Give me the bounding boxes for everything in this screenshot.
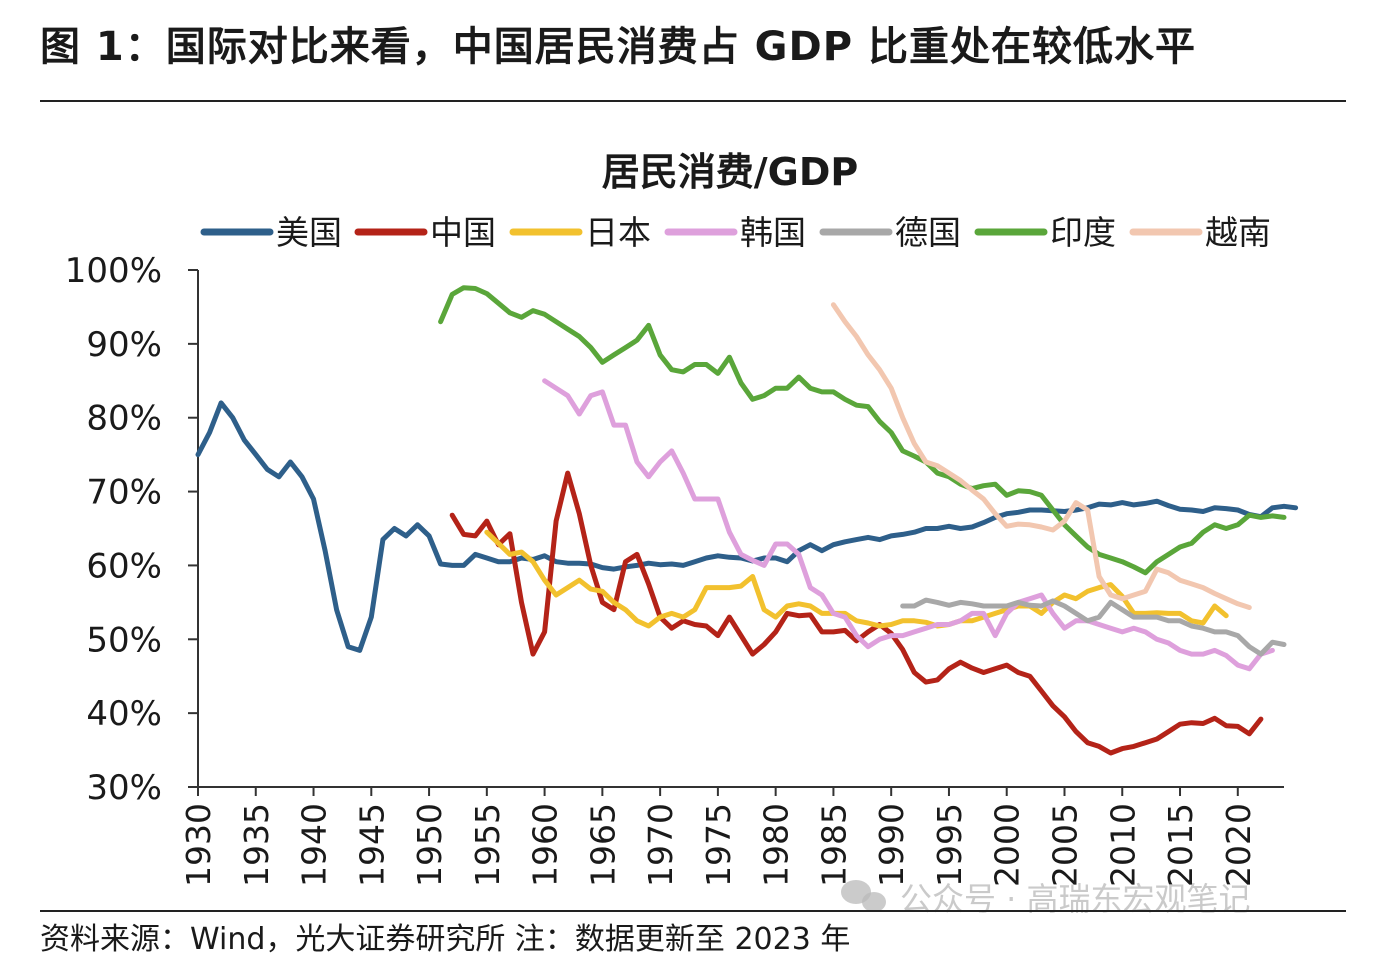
y-tick-label: 100% xyxy=(65,251,162,291)
y-tick-label: 90% xyxy=(86,325,162,365)
x-tick-label: 1930 xyxy=(179,803,218,887)
figure-title: 图 1：国际对比来看，中国居民消费占 GDP 比重处在较低水平 xyxy=(40,24,1196,70)
legend-label-日本: 日本 xyxy=(585,213,651,252)
title-divider xyxy=(40,100,1346,102)
x-tick-label: 1985 xyxy=(814,803,853,887)
legend-label-德国: 德国 xyxy=(895,213,961,252)
footer-divider xyxy=(40,910,1346,912)
y-axis: 30% 40% 50% 60% 70% 80% 90% 100% xyxy=(65,251,199,808)
x-tick-label: 1945 xyxy=(352,803,391,887)
y-tick-label: 30% xyxy=(86,768,162,808)
x-tick-label: 1940 xyxy=(295,803,334,887)
legend-label-美国: 美国 xyxy=(276,213,342,252)
legend-label-印度: 印度 xyxy=(1050,213,1116,252)
chart-title: 居民消费/GDP xyxy=(602,150,858,194)
x-axis: 1930 1935 1940 1945 1950 1955 1960 1965 1970 1975… xyxy=(179,786,1284,887)
x-tick-label: 2010 xyxy=(1103,803,1142,887)
y-tick-label: 50% xyxy=(86,620,162,660)
source-note: 资料来源：Wind，光大证券研究所 注：数据更新至 2023 年 xyxy=(40,922,851,957)
x-tick-label: 1980 xyxy=(757,803,796,887)
series-line-印度 xyxy=(438,285,1287,576)
x-tick-label: 2015 xyxy=(1161,803,1200,887)
series-line-中国 xyxy=(449,470,1264,756)
series-line-德国 xyxy=(900,597,1287,657)
y-tick-label: 40% xyxy=(86,694,162,734)
legend-label-韩国: 韩国 xyxy=(740,213,806,252)
wechat-icon xyxy=(841,880,886,912)
x-tick-label: 1995 xyxy=(930,803,969,887)
x-tick-label: 1970 xyxy=(641,803,680,887)
x-tick-label: 1975 xyxy=(699,803,738,887)
legend-label-越南: 越南 xyxy=(1205,213,1271,252)
x-tick-label: 1955 xyxy=(468,803,507,887)
y-tick-label: 70% xyxy=(86,473,162,513)
x-tick-label: 1965 xyxy=(583,803,622,887)
y-tick-label: 60% xyxy=(86,546,162,586)
series-line-韩国 xyxy=(542,378,1275,672)
x-tick-label: 2000 xyxy=(988,803,1027,887)
series-lines xyxy=(195,285,1299,756)
x-tick-label: 1960 xyxy=(526,803,565,887)
series-line-越南 xyxy=(830,302,1252,610)
watermark: 公众号 · 高瑞东宏观笔记 xyxy=(841,880,1251,918)
x-tick-label: 2020 xyxy=(1219,803,1258,887)
legend: 美国 中国 日本 韩国 德国 印度 越南 xyxy=(200,213,1271,252)
x-tick-label: 2005 xyxy=(1045,803,1084,887)
x-tick-label: 1950 xyxy=(410,803,449,887)
watermark-text: 公众号 · 高瑞东宏观笔记 xyxy=(900,880,1251,918)
x-tick-label: 1990 xyxy=(872,803,911,887)
legend-label-中国: 中国 xyxy=(430,213,496,252)
x-tick-label: 1935 xyxy=(237,803,276,887)
y-tick-label: 80% xyxy=(86,399,162,439)
